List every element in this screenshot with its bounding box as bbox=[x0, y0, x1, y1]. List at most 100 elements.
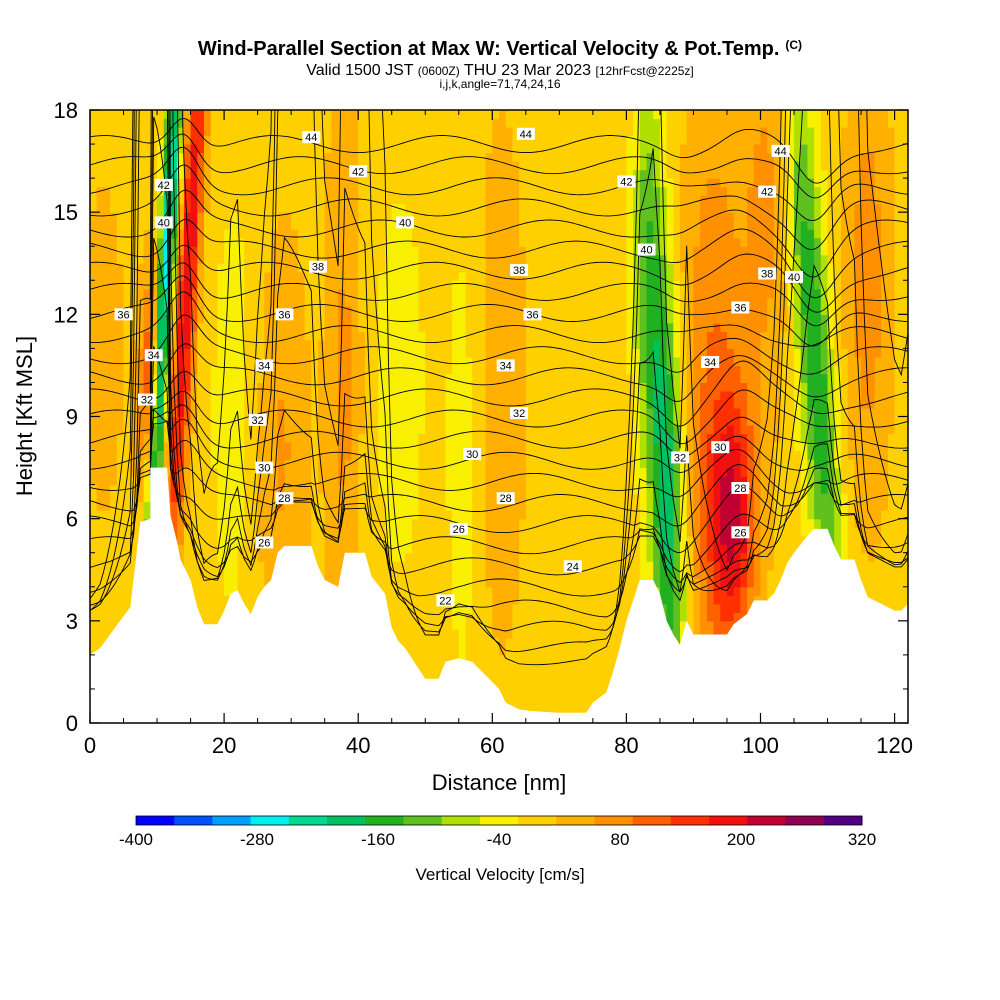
velocity-cell bbox=[264, 246, 272, 256]
velocity-cell bbox=[197, 467, 205, 477]
velocity-cell bbox=[230, 484, 239, 494]
velocity-cell bbox=[532, 391, 540, 401]
velocity-cell bbox=[271, 212, 279, 222]
velocity-cell bbox=[411, 620, 420, 630]
velocity-cell bbox=[110, 399, 118, 409]
velocity-cell bbox=[338, 144, 346, 154]
velocity-cell bbox=[499, 305, 507, 315]
velocity-cell bbox=[478, 586, 487, 596]
velocity-cell bbox=[190, 212, 198, 222]
velocity-cell bbox=[391, 152, 399, 162]
velocity-cell bbox=[432, 552, 440, 562]
velocity-cell bbox=[505, 220, 513, 230]
velocity-cell bbox=[432, 135, 440, 145]
velocity-cell bbox=[230, 220, 239, 230]
velocity-cell bbox=[525, 425, 534, 435]
velocity-cell bbox=[465, 544, 473, 554]
velocity-cell bbox=[183, 186, 192, 196]
velocity-cell bbox=[351, 348, 359, 358]
velocity-cell bbox=[505, 425, 513, 435]
velocity-cell bbox=[204, 246, 212, 256]
velocity-cell bbox=[123, 493, 131, 503]
velocity-cell bbox=[432, 518, 440, 528]
velocity-cell bbox=[525, 169, 534, 179]
velocity-cell bbox=[364, 442, 373, 452]
velocity-cell bbox=[277, 365, 285, 375]
velocity-cell bbox=[351, 186, 359, 196]
velocity-cell bbox=[552, 569, 560, 579]
velocity-cell bbox=[344, 544, 353, 554]
velocity-cell bbox=[96, 305, 104, 315]
velocity-cell bbox=[411, 169, 420, 179]
velocity-cell bbox=[512, 229, 520, 239]
velocity-cell bbox=[177, 246, 185, 256]
velocity-cell bbox=[465, 110, 473, 120]
velocity-cell bbox=[445, 152, 453, 162]
velocity-cell bbox=[445, 212, 453, 222]
velocity-cell bbox=[297, 237, 306, 247]
velocity-cell bbox=[204, 373, 212, 383]
velocity-cell bbox=[432, 535, 440, 545]
velocity-cell bbox=[197, 501, 205, 511]
velocity-cell bbox=[458, 578, 467, 588]
velocity-cell bbox=[297, 280, 306, 290]
velocity-cell bbox=[291, 408, 299, 418]
velocity-cell bbox=[230, 288, 239, 298]
velocity-cell bbox=[398, 339, 406, 349]
velocity-cell bbox=[183, 484, 192, 494]
velocity-cell bbox=[163, 161, 172, 171]
velocity-cell bbox=[304, 373, 312, 383]
velocity-cell bbox=[458, 161, 467, 171]
velocity-cell bbox=[458, 408, 467, 418]
velocity-cell bbox=[338, 152, 346, 162]
velocity-cell bbox=[271, 305, 279, 315]
velocity-cell bbox=[103, 263, 111, 273]
velocity-cell bbox=[364, 212, 373, 222]
velocity-cell bbox=[411, 229, 420, 239]
velocity-cell bbox=[110, 169, 118, 179]
velocity-cell bbox=[532, 637, 540, 647]
velocity-cell bbox=[183, 144, 192, 154]
velocity-cell bbox=[197, 595, 205, 605]
velocity-cell bbox=[364, 552, 373, 562]
velocity-cell bbox=[204, 603, 212, 613]
velocity-cell bbox=[458, 254, 467, 264]
velocity-cell bbox=[432, 212, 440, 222]
velocity-cell bbox=[150, 339, 158, 349]
velocity-cell bbox=[338, 544, 346, 554]
velocity-cell bbox=[351, 288, 359, 298]
velocity-cell bbox=[257, 271, 265, 281]
velocity-cell bbox=[452, 152, 460, 162]
velocity-cell bbox=[177, 169, 185, 179]
velocity-cell bbox=[237, 391, 245, 401]
velocity-cell bbox=[391, 578, 399, 588]
velocity-cell bbox=[525, 493, 534, 503]
velocity-cell bbox=[385, 518, 393, 528]
velocity-cell bbox=[318, 152, 326, 162]
velocity-cell bbox=[358, 391, 366, 401]
velocity-cell bbox=[472, 220, 480, 230]
velocity-cell bbox=[539, 391, 547, 401]
velocity-cell bbox=[432, 561, 440, 571]
velocity-cell bbox=[116, 339, 125, 349]
velocity-cell bbox=[425, 416, 433, 426]
velocity-cell bbox=[103, 144, 111, 154]
velocity-cell bbox=[116, 144, 125, 154]
velocity-cell bbox=[425, 561, 433, 571]
velocity-cell bbox=[364, 365, 373, 375]
velocity-cell bbox=[244, 186, 252, 196]
velocity-cell bbox=[391, 254, 399, 264]
velocity-cell bbox=[224, 263, 232, 273]
velocity-cell bbox=[532, 459, 540, 469]
velocity-cell bbox=[344, 518, 353, 528]
velocity-cell bbox=[244, 595, 252, 605]
velocity-cell bbox=[485, 271, 493, 281]
velocity-cell bbox=[425, 288, 433, 298]
velocity-cell bbox=[432, 408, 440, 418]
velocity-cell bbox=[90, 612, 98, 622]
velocity-cell bbox=[90, 263, 98, 273]
velocity-cell bbox=[217, 110, 225, 120]
velocity-cell bbox=[143, 450, 151, 460]
velocity-cell bbox=[257, 314, 265, 324]
velocity-cell bbox=[217, 578, 225, 588]
